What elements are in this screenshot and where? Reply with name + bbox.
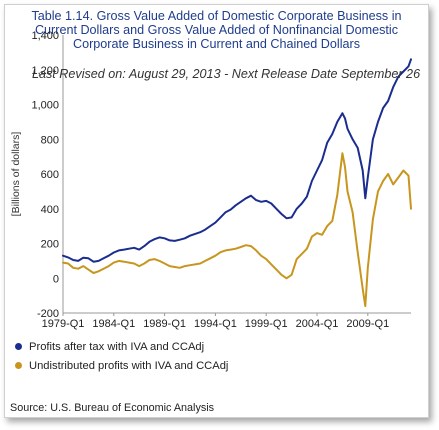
x-tick-label: 2004-Q1 bbox=[296, 318, 339, 330]
source-note: Source: U.S. Bureau of Economic Analysis bbox=[10, 402, 215, 414]
x-tick-label: 1994-Q1 bbox=[194, 318, 237, 330]
chart-card: Table 1.14. Gross Value Added of Domesti… bbox=[4, 4, 429, 418]
y-tick-label: -200 bbox=[37, 308, 59, 320]
x-tick-label: 1984-Q1 bbox=[92, 318, 135, 330]
y-axis-label: [Billions of dollars] bbox=[10, 132, 22, 217]
chart-title-line-1: Table 1.14. Gross Value Added of Domesti… bbox=[31, 9, 402, 23]
legend-label-undistributed: Undistributed profits with IVA and CCAdj bbox=[29, 359, 229, 372]
x-tick-label: 1999-Q1 bbox=[245, 318, 288, 330]
series-line-undistributed bbox=[62, 152, 412, 308]
y-tick-label: 800 bbox=[41, 134, 59, 146]
x-tick-label: 1989-Q1 bbox=[143, 318, 186, 330]
chart-title-line-3: Corporate Business in Current and Chaine… bbox=[72, 37, 360, 51]
legend-item-profits[interactable]: Profits after tax with IVA and CCAdj bbox=[15, 337, 228, 356]
y-tick-label: 1,400 bbox=[31, 30, 59, 42]
x-tick-label: 1979-Q1 bbox=[42, 318, 85, 330]
y-tick-label: 0 bbox=[53, 273, 59, 285]
y-tick-label: 200 bbox=[41, 239, 59, 251]
y-tick-label: 400 bbox=[41, 204, 59, 216]
x-tick-label: 2009-Q1 bbox=[346, 318, 389, 330]
chart-legend: Profits after tax with IVA and CCAdj Und… bbox=[15, 337, 228, 375]
legend-marker-undistributed bbox=[15, 362, 22, 369]
legend-item-undistributed[interactable]: Undistributed profits with IVA and CCAdj bbox=[15, 356, 228, 375]
y-tick-label: 1,000 bbox=[31, 100, 59, 112]
series-line-profits bbox=[62, 58, 412, 263]
chart-subtitle: Last Revised on: August 29, 2013 - Next … bbox=[32, 67, 421, 81]
chart-svg: [Billions of dollars] -200 0 200 400 600 800 1,… bbox=[10, 30, 412, 330]
legend-label-profits: Profits after tax with IVA and CCAdj bbox=[29, 340, 205, 353]
chart-title: Table 1.14. Gross Value Added of Domesti… bbox=[5, 9, 428, 51]
y-tick-label: 1,200 bbox=[31, 65, 59, 77]
chart-title-line-2: Current Dollars and Gross Value Added of… bbox=[34, 23, 399, 37]
legend-marker-profits bbox=[15, 343, 22, 350]
y-tick-label: 600 bbox=[41, 169, 59, 181]
